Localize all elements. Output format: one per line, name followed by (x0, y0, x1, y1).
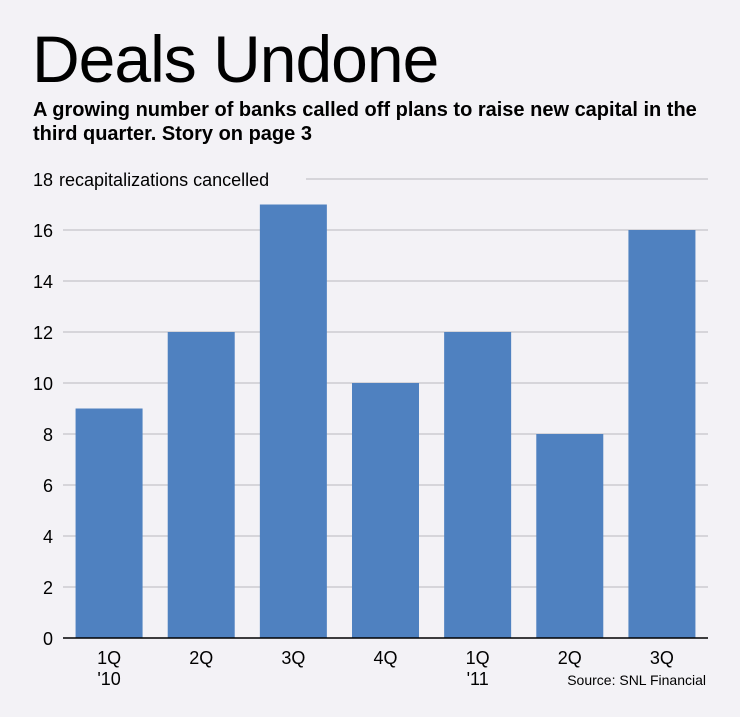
x-tick-label: 4Q (373, 648, 397, 668)
y-tick-label: 16 (33, 221, 53, 241)
x-tick-label: 3Q (281, 648, 305, 668)
x-tick-label: 3Q (650, 648, 674, 668)
x-tick-label: 2Q (189, 648, 213, 668)
y-tick-label: 18 (33, 170, 53, 190)
y-tick-label: 4 (43, 527, 53, 547)
bar (444, 332, 512, 638)
chart-subtitle: A growing number of banks called off pla… (33, 99, 697, 145)
x-tick-label: 1Q (466, 648, 490, 668)
y-tick-label: 10 (33, 374, 53, 394)
bar (167, 332, 235, 638)
y-axis-unit-label: recapitalizations cancelled (59, 170, 269, 190)
x-tick-year-label: '11 (467, 669, 489, 689)
bar (352, 383, 419, 638)
x-tick-label: 2Q (558, 648, 582, 668)
bar (628, 230, 696, 638)
y-tick-label: 12 (33, 323, 53, 343)
chart-title: Deals Undone (32, 22, 439, 96)
y-axis-top-label: 18 recapitalizations cancelled (33, 170, 269, 190)
x-tick-label: 1Q (97, 648, 121, 668)
bar (259, 204, 327, 638)
y-tick-label: 2 (43, 578, 53, 598)
y-tick-label: 8 (43, 425, 53, 445)
source-note: Source: SNL Financial (567, 672, 706, 688)
x-tick-year-label: '10 (97, 669, 120, 689)
y-tick-label: 14 (33, 272, 53, 292)
y-tick-label: 6 (43, 476, 53, 496)
bar (75, 408, 143, 638)
bar (536, 434, 604, 638)
y-tick-label: 0 (43, 629, 53, 649)
